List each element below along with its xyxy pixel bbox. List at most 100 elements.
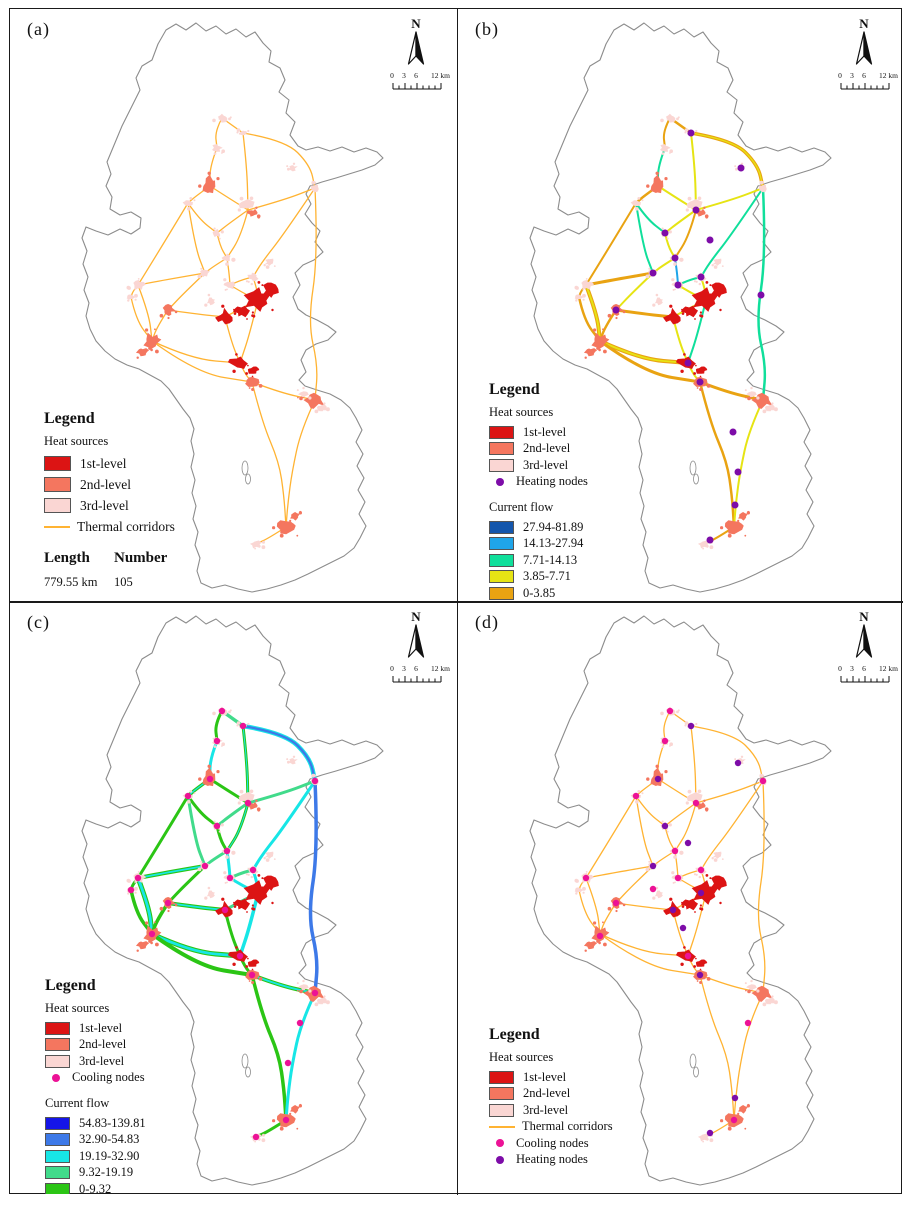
color-swatch [45,1054,70,1068]
legend-label: Heating nodes [516,1152,588,1167]
color-swatch [489,553,514,567]
legend-section-heading: Current flow [489,500,554,514]
legend-row: 27.94-81.89 [489,519,588,536]
legend: Legend Heat sources 1st-level 2nd-level 3rd-… [44,410,184,591]
color-swatch [489,570,514,584]
legend-row: 2nd-level [489,441,588,458]
legend-row: 1st-level [489,1069,613,1086]
color-swatch [489,1103,514,1117]
legend-row: 1st-level [44,453,184,474]
color-swatch [45,1149,70,1163]
scale-tick-label: 6 [862,664,866,673]
legend: Legend Heat sources 1st-level 2nd-level 3rd-… [45,977,146,1194]
scale-bar: 0 3 6 12 km [838,664,898,684]
legend-label: 54.83-139.81 [79,1115,146,1130]
legend-row: 2nd-level [44,474,184,495]
cooling-node-dot [496,1139,504,1148]
compass-and-scale: N 0 3 6 12 km [390,609,450,684]
legend-section-heading: Heat sources [45,1001,110,1015]
map-c [81,615,384,1186]
panel-c: (c) N 0 3 6 12 km Legend Heat sources 1st-level… [11,603,456,1194]
scale-tick-label: 0 [838,71,842,80]
stats-value: 105 [114,575,133,589]
panel-label: (b) [475,19,499,39]
legend-row: 3rd-level [45,1053,146,1070]
legend-label: 1st-level [523,424,567,439]
color-swatch [44,477,71,492]
lake [241,460,249,476]
legend-label: 3rd-level [80,497,129,513]
scale-bar: 0 3 6 12 km [838,71,898,91]
legend-label: Heating nodes [516,474,588,489]
legend-label: 32.90-54.83 [79,1132,140,1147]
legend: Legend Heat sources 1st-level 2nd-level 3rd-… [489,1026,613,1168]
color-swatch [45,1133,70,1147]
north-label: N [859,16,869,31]
corridor-line-swatch [44,525,70,528]
scale-ruler [392,676,442,683]
panel-label: (c) [27,612,50,632]
legend-title: Legend [45,977,96,994]
legend-label: 7.71-14.13 [523,552,578,567]
scale-tick-label: 3 [402,664,406,673]
heating-nodes [649,722,742,1137]
scale-tick-label: 3 [850,664,854,673]
north-arrow-icon [855,624,873,658]
north-label: N [411,609,421,624]
panel-label: (d) [475,612,499,632]
cooling-nodes [127,707,319,1141]
corridor-stats: Length Number 779.55 km 105 [44,549,184,591]
color-swatch [45,1116,70,1130]
legend-section-heading: Heat sources [44,434,109,448]
legend-row: 9.32-19.19 [45,1165,146,1182]
color-swatch [44,456,71,471]
color-swatch [44,498,71,513]
scale-tick-label: 12 km [879,71,898,80]
legend-label: 2nd-level [79,1037,127,1052]
legend-label: 3rd-level [79,1053,125,1068]
color-swatch [489,458,514,472]
legend-label: 1st-level [80,455,127,471]
legend-row: 19.19-32.90 [45,1148,146,1165]
compass-and-scale: N 0 3 6 12 km [390,17,450,91]
color-swatch [45,1021,70,1035]
map-a [81,22,384,593]
legend-section-heading: Heat sources [489,405,554,419]
legend-row: 0-3.85 [489,585,588,601]
stats-header: Number [114,550,168,566]
scale-tick-label: 3 [850,71,854,80]
compass-and-scale: N 0 3 6 12 km [838,609,898,684]
scale-tick-label: 0 [390,71,394,80]
legend-row: 1st-level [489,424,588,441]
scale-tick-label: 6 [862,71,866,80]
legend-label: 3rd-level [523,1102,569,1117]
legend-label: 1st-level [523,1069,567,1084]
color-swatch [489,425,514,439]
north-arrow-icon [407,31,425,65]
map-b [529,22,832,593]
legend-label: 3rd-level [523,457,569,472]
scale-ruler [840,83,890,90]
cooling-node-dot [52,1073,60,1082]
legend-row: 3.85-7.71 [489,569,588,586]
lake [693,473,699,485]
legend-title: Legend [44,410,95,427]
map-d [529,615,832,1186]
legend-row: 7.71-14.13 [489,552,588,569]
legend-label: Thermal corridors [522,1119,613,1134]
color-swatch [489,586,514,600]
legend-row: 54.83-139.81 [45,1115,146,1132]
legend-row: 3rd-level [489,1102,613,1119]
north-arrow-icon [855,31,873,65]
legend-row: 2nd-level [489,1086,613,1103]
legend-row: 3rd-level [489,457,588,474]
legend-label: 2nd-level [523,441,571,456]
color-swatch [489,537,514,551]
scale-tick-label: 6 [414,664,418,673]
scale-ruler [840,676,890,683]
north-label: N [859,609,869,624]
scale-bar: 0 3 6 12 km [390,71,450,91]
compass-and-scale: N 0 3 6 12 km [838,16,898,91]
legend-row: 0-9.32 [45,1181,146,1194]
